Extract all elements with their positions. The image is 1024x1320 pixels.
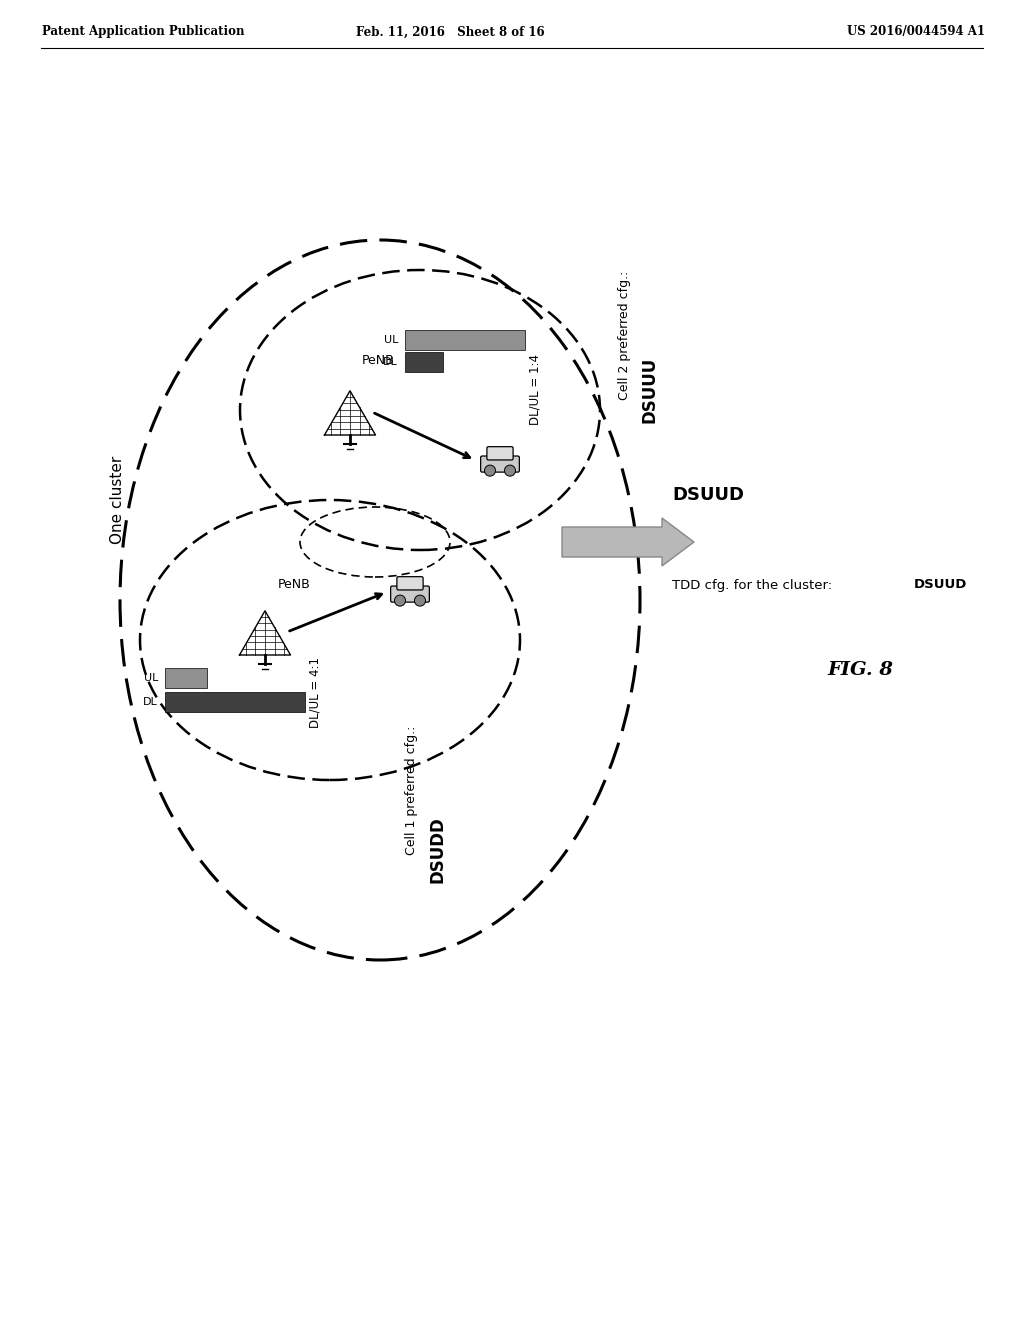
Bar (406, 330, 525, 350)
Circle shape (394, 595, 406, 606)
Circle shape (484, 465, 496, 477)
Text: DL: DL (143, 697, 158, 708)
FancyBboxPatch shape (397, 577, 423, 590)
Text: DSUUU: DSUUU (641, 356, 659, 424)
Text: UL: UL (143, 673, 158, 682)
Text: PeNB: PeNB (362, 354, 394, 367)
Text: FIG. 8: FIG. 8 (827, 661, 893, 678)
Text: DSUDD: DSUDD (429, 817, 447, 883)
Text: DL/UL = 4:1: DL/UL = 4:1 (308, 656, 322, 727)
Circle shape (505, 465, 515, 477)
FancyBboxPatch shape (486, 446, 513, 459)
Text: US 2016/0044594 A1: US 2016/0044594 A1 (847, 25, 985, 38)
Text: DL: DL (383, 356, 398, 367)
Text: Patent Application Publication: Patent Application Publication (42, 25, 245, 38)
Text: Cell 2 preferred cfg.:: Cell 2 preferred cfg.: (618, 271, 631, 400)
Text: TDD cfg. for the cluster:: TDD cfg. for the cluster: (672, 578, 837, 591)
Bar (165, 668, 207, 688)
Text: DSUUD: DSUUD (914, 578, 968, 591)
Circle shape (415, 595, 426, 606)
Polygon shape (325, 391, 376, 436)
Bar (165, 692, 305, 711)
FancyBboxPatch shape (390, 586, 429, 602)
Polygon shape (240, 611, 291, 655)
Text: DSUUD: DSUUD (672, 486, 744, 504)
Text: Cell 1 preferred cfg.:: Cell 1 preferred cfg.: (406, 725, 418, 854)
Text: One cluster: One cluster (111, 455, 126, 544)
Text: UL: UL (384, 335, 398, 345)
Text: Feb. 11, 2016   Sheet 8 of 16: Feb. 11, 2016 Sheet 8 of 16 (355, 25, 545, 38)
FancyArrow shape (562, 517, 694, 566)
FancyBboxPatch shape (480, 455, 519, 473)
Text: PeNB: PeNB (278, 578, 310, 591)
Text: DL/UL = 1:4: DL/UL = 1:4 (528, 355, 542, 425)
Bar (406, 352, 443, 372)
